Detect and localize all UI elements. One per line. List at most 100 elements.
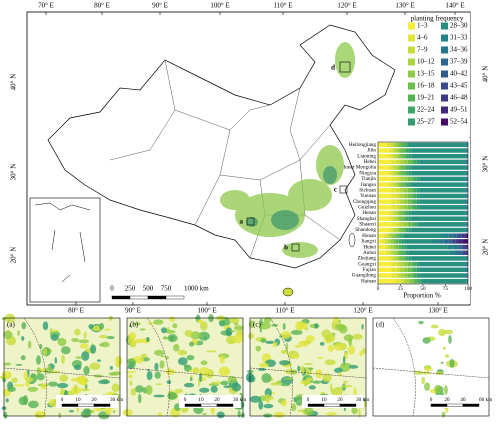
lon-label: 80° E [94, 2, 110, 10]
inset-cropland [58, 412, 62, 419]
legend-swatch [441, 82, 448, 90]
bar-segment [407, 199, 412, 204]
bar-segment [378, 171, 389, 176]
bar-segment [388, 227, 393, 233]
y-tick-label: Guangdong [352, 273, 377, 279]
bar-segment [405, 165, 409, 170]
scale-segment [165, 295, 185, 300]
scale-segment [430, 403, 448, 407]
inset-cropland [343, 380, 348, 384]
legend-swatch [408, 70, 415, 78]
bar-segment [400, 261, 405, 267]
lon-label: 120° E [353, 307, 372, 315]
bar-segment [404, 222, 408, 227]
inset-cropland [166, 380, 172, 385]
inset-cropland [270, 382, 282, 386]
bar-segment [455, 239, 459, 244]
inset-cropland [230, 330, 236, 333]
inset-cropland [139, 358, 142, 361]
bar-segment [414, 193, 417, 199]
bar-segment [403, 227, 406, 233]
inset-cropland [335, 386, 343, 390]
bar-segment [416, 193, 420, 199]
inset-cropland [165, 329, 176, 334]
inset-cropland [293, 354, 300, 359]
inset-cropland [298, 340, 309, 347]
bar-segment [408, 216, 412, 221]
bar-segment [404, 199, 408, 204]
inset-cropland [154, 371, 161, 379]
inset-cropland [98, 335, 109, 339]
bar-segment [391, 233, 395, 238]
inset-cropland [437, 328, 447, 337]
bar-segment [388, 216, 393, 221]
inset-cropland [36, 355, 42, 365]
bar-segment [443, 239, 449, 244]
inset-cropland [78, 339, 90, 344]
bar-segment [465, 153, 468, 159]
inset-cropland [300, 365, 305, 375]
inset-cropland [130, 388, 137, 396]
bar-segment [408, 250, 449, 255]
bar-segment [464, 273, 467, 278]
inset-cropland [281, 399, 287, 407]
inset-cropland [319, 341, 325, 346]
bar-segment [400, 267, 405, 273]
bar-segment [395, 256, 398, 261]
inset-cropland [297, 365, 301, 372]
bar-segment [416, 222, 420, 227]
bar-segment [411, 148, 466, 153]
bar-segment [395, 165, 398, 170]
inset-cropland [259, 362, 269, 368]
inset-cropland [434, 384, 442, 394]
bar-segment [378, 267, 392, 273]
inset-cropland [167, 334, 178, 343]
bar-segment [411, 273, 414, 278]
bar-segment [399, 233, 403, 238]
bar-segment [400, 176, 405, 182]
inset-cropland [263, 403, 274, 409]
inset-cropland [282, 322, 286, 331]
inset-cropland [157, 412, 163, 417]
inset-cropland [300, 380, 311, 385]
bar-segment [462, 244, 465, 250]
inset-cropland [47, 365, 51, 368]
bar-segment [460, 244, 463, 250]
bar-segment [406, 142, 410, 148]
bar-segment [400, 210, 404, 216]
bar-segment [464, 199, 467, 204]
legend-label: 13–15 [417, 70, 435, 78]
bar-segment [466, 199, 468, 204]
inset-cropland [280, 331, 292, 339]
bar-segment [403, 216, 406, 221]
bar-segment [391, 199, 397, 204]
inset-cropland [173, 343, 180, 352]
bar-segment [396, 199, 401, 204]
bar-segment [467, 199, 468, 204]
bar-segment [466, 233, 468, 238]
bar-segment [411, 205, 414, 210]
south-sea-inset [29, 197, 101, 303]
legend-label: 19–21 [417, 94, 435, 102]
legend-swatch [441, 94, 448, 102]
bar-segment [416, 273, 420, 278]
bar-segment [387, 142, 391, 148]
x-tick-label: 0 [377, 286, 380, 292]
bar-segment [404, 273, 408, 278]
inset-cropland [361, 324, 364, 330]
inset-cropland [322, 373, 332, 383]
bar-segment [396, 159, 401, 165]
scale-label: 60 km [479, 397, 492, 403]
hainan [282, 287, 294, 297]
bar-segment [407, 205, 412, 210]
inset-cropland [204, 336, 207, 339]
bar-segment [378, 216, 389, 221]
bar-segment [407, 261, 412, 267]
bar-segment [400, 182, 404, 187]
lon-label: 120° E [337, 2, 356, 10]
bar-segment [396, 244, 399, 250]
inset-cropland [449, 358, 455, 368]
bar-segment [467, 256, 468, 261]
bar-segment [403, 182, 406, 187]
bar-segment [409, 142, 466, 148]
